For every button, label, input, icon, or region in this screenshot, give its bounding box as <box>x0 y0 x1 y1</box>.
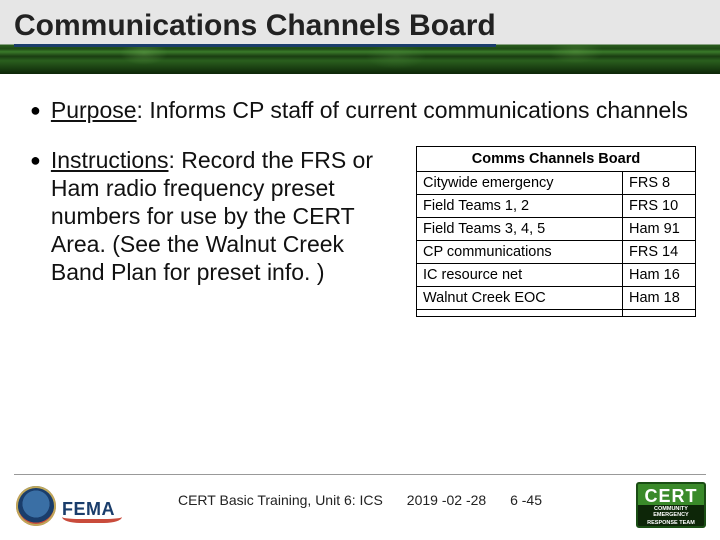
table-cell-channel: Citywide emergency <box>417 172 623 194</box>
bullet-dot-icon: ● <box>30 96 41 124</box>
fema-logo: FEMA <box>62 499 122 520</box>
instructions-label: Instructions <box>51 147 169 173</box>
table-row: CP communications FRS 14 <box>417 241 695 264</box>
footer: CERT Basic Training, Unit 6: ICS 2019 -0… <box>0 474 720 534</box>
header-band: Communications Channels Board <box>0 0 720 74</box>
footer-divider <box>14 474 706 475</box>
comms-channels-table: Comms Channels Board Citywide emergency … <box>416 146 696 317</box>
instructions-col: ● Instructions: Record the FRS or Ham ra… <box>30 146 402 308</box>
table-cell-channel: IC resource net <box>417 264 623 286</box>
purpose-label: Purpose <box>51 97 137 123</box>
table-cell-preset <box>623 310 695 316</box>
content-area: ● Purpose: Informs CP staff of current c… <box>0 74 720 317</box>
table-row: Walnut Creek EOC Ham 18 <box>417 287 695 310</box>
fema-text: FEMA <box>62 499 114 519</box>
cert-skyline-icon <box>638 527 704 528</box>
purpose-body: : Informs CP staff of current communicat… <box>137 97 688 123</box>
cert-logo-sub2: RESPONSE TEAM <box>638 519 704 527</box>
cert-logo-big: CERT <box>638 484 704 505</box>
table-row: Field Teams 1, 2 FRS 10 <box>417 195 695 218</box>
table-cell-preset: Ham 91 <box>623 218 695 240</box>
table-cell-preset: Ham 18 <box>623 287 695 309</box>
fema-swoosh-icon <box>62 517 122 523</box>
table-cell-preset: FRS 8 <box>623 172 695 194</box>
footer-page: 6 -45 <box>510 492 542 508</box>
table-cell-channel: Walnut Creek EOC <box>417 287 623 309</box>
bullet-instructions: ● Instructions: Record the FRS or Ham ra… <box>30 146 402 286</box>
footer-course: CERT Basic Training, Unit 6: ICS <box>178 492 383 508</box>
row-instructions: ● Instructions: Record the FRS or Ham ra… <box>30 146 696 317</box>
table-row: IC resource net Ham 16 <box>417 264 695 287</box>
slide-title: Communications Channels Board <box>14 10 496 47</box>
table-cell-channel: CP communications <box>417 241 623 263</box>
bullet-dot-icon: ● <box>30 146 41 174</box>
footer-date: 2019 -02 -28 <box>407 492 486 508</box>
cert-logo: CERT COMMUNITY EMERGENCY RESPONSE TEAM <box>636 482 706 528</box>
table-title: Comms Channels Board <box>417 147 695 172</box>
table-cell-channel: Field Teams 3, 4, 5 <box>417 218 623 240</box>
cert-logo-sub1: COMMUNITY EMERGENCY <box>638 505 704 519</box>
table-row <box>417 310 695 316</box>
table-row: Citywide emergency FRS 8 <box>417 172 695 195</box>
dhs-seal-icon <box>16 486 56 526</box>
table-cell-preset: FRS 14 <box>623 241 695 263</box>
table-col: Comms Channels Board Citywide emergency … <box>416 146 696 317</box>
bullet-instructions-text: Instructions: Record the FRS or Ham radi… <box>51 146 402 286</box>
bullet-purpose: ● Purpose: Informs CP staff of current c… <box>30 96 696 124</box>
table-cell-channel <box>417 310 623 316</box>
table-cell-preset: Ham 16 <box>623 264 695 286</box>
table-cell-channel: Field Teams 1, 2 <box>417 195 623 217</box>
bullet-purpose-text: Purpose: Informs CP staff of current com… <box>51 96 688 124</box>
table-row: Field Teams 3, 4, 5 Ham 91 <box>417 218 695 241</box>
table-cell-preset: FRS 10 <box>623 195 695 217</box>
